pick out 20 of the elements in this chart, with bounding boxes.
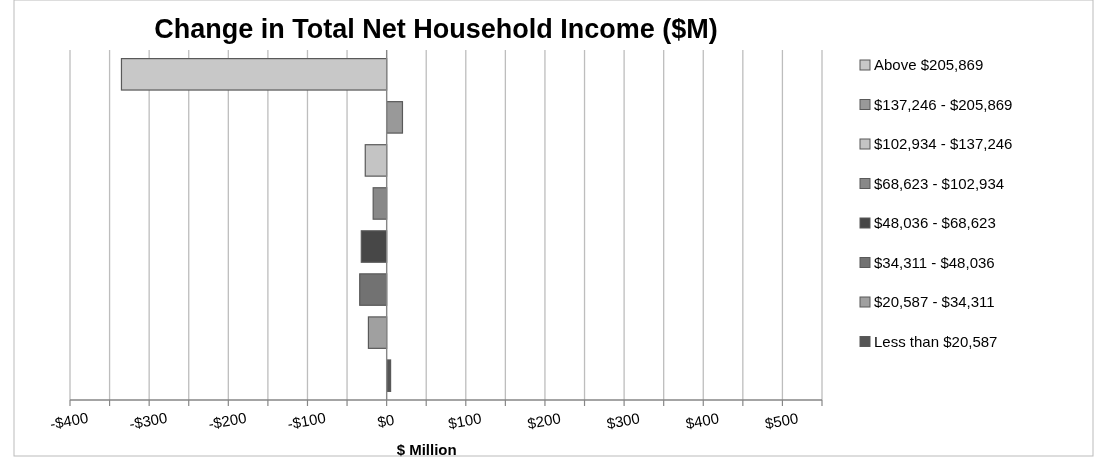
x-tick-label: $500	[763, 409, 800, 432]
x-tick-label: -$200	[206, 408, 248, 433]
legend-label: $68,623 - $102,934	[874, 174, 1005, 192]
legend-label: $20,587 - $34,311	[874, 293, 995, 310]
x-tick-label: $300	[605, 409, 642, 432]
x-tick-label: -$300	[127, 408, 169, 433]
chart-title: Change in Total Net Household Income ($M)	[154, 14, 718, 44]
legend-label: $48,036 - $68,623	[874, 214, 996, 231]
x-tick-label: $200	[526, 409, 562, 432]
legend-label: $102,934 - $137,246	[874, 135, 1013, 152]
legend-label: $34,311 - $48,036	[874, 253, 995, 271]
legend-label: Above $205,869	[874, 56, 984, 73]
x-axis-title: $ Million	[396, 441, 457, 457]
legend-label: Less than $20,587	[874, 332, 998, 350]
x-tick-label: -$100	[286, 408, 327, 433]
x-tick-label: $100	[446, 409, 483, 432]
x-tick-label: -$400	[48, 408, 90, 433]
x-tick-label: $400	[684, 409, 721, 432]
legend-label: $137,246 - $205,869	[874, 95, 1013, 113]
x-tick-label: $0	[375, 410, 396, 431]
